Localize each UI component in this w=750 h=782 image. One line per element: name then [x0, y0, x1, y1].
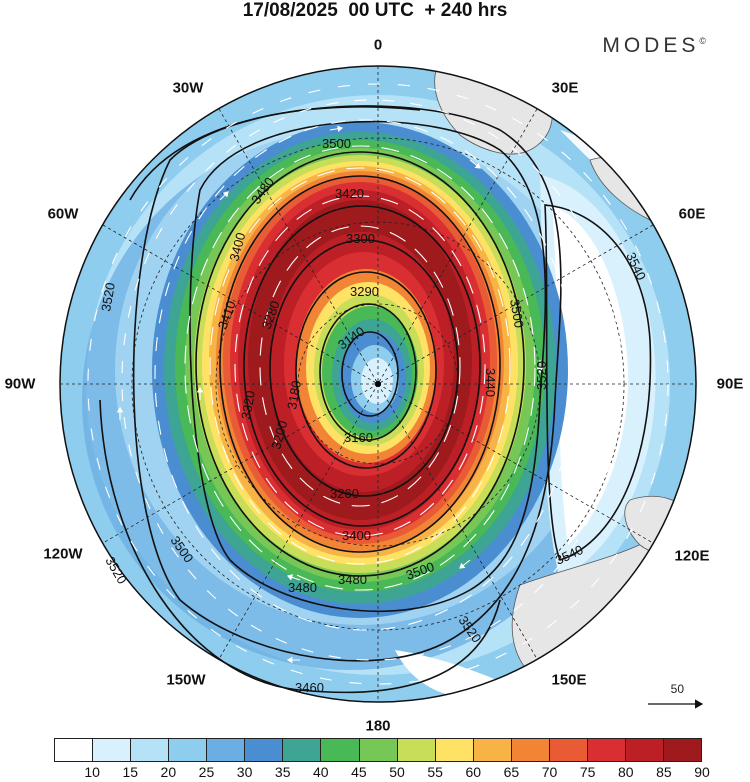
colorbar-tick-label: 40: [313, 764, 329, 780]
colorbar-swatch: [435, 739, 474, 761]
contour-label: 3480: [288, 580, 317, 595]
colorbar-tick-label: 45: [351, 764, 367, 780]
colorbar-swatch: [207, 739, 246, 761]
colorbar-tick-label: 60: [465, 764, 482, 780]
colorbar-tick-label: 70: [541, 764, 558, 780]
lon-label-150e: 150E: [551, 671, 587, 689]
lon-label-120w: 120W: [43, 545, 83, 563]
wind-streamlines: [87, 83, 669, 685]
lon-label-30w: 30W: [172, 79, 204, 97]
colorbar-swatch: [587, 739, 626, 761]
colorbar: [54, 738, 702, 762]
colorbar-swatch: [473, 739, 512, 761]
colorbar-tick-label: 15: [122, 764, 139, 780]
contour-label: 3480: [338, 572, 367, 587]
wind-speed-shading: [60, 66, 696, 702]
colorbar-swatch: [397, 739, 436, 761]
colorbar-swatch: [511, 739, 550, 761]
lon-label-60w: 60W: [47, 205, 79, 223]
contour-label: 3500: [322, 136, 351, 151]
colorbar-swatch: [93, 739, 132, 761]
contour-label: 3290: [350, 284, 379, 299]
colorbar-tick-label: 50: [389, 764, 405, 780]
colorbar-tick-label: 10: [84, 764, 100, 780]
colorbar-tick-label: 80: [617, 764, 634, 780]
colorbar-swatch: [321, 739, 360, 761]
contour-label: 3500: [507, 298, 527, 329]
lon-label-90w: 90W: [4, 375, 36, 393]
contour-label: 3400: [342, 528, 371, 543]
colorbar-tick-label: 55: [427, 764, 443, 780]
colorbar-swatch: [625, 739, 664, 761]
colorbar-tick-label: 30: [236, 764, 253, 780]
contour-label: 3200: [268, 419, 290, 451]
contour-label: 3300: [346, 231, 375, 246]
contour-label: 3320: [238, 389, 258, 420]
reference-vector-label: 50: [670, 682, 684, 696]
brand-logo: MODES©: [602, 34, 706, 57]
colorbar-tick-label: 75: [579, 764, 596, 780]
contour-label: 3180: [284, 379, 304, 410]
contour-label: 3260: [330, 486, 359, 501]
map-border: [59, 65, 697, 703]
colorbar-swatch: [169, 739, 208, 761]
colorbar-tick-label: 85: [656, 764, 672, 780]
lon-label-0: 0: [373, 36, 383, 54]
colorbar-swatch: [359, 739, 398, 761]
lon-label-60e: 60E: [678, 205, 706, 223]
chart-title: 17/08/2025 00 UTC + 240 hrs: [242, 0, 508, 21]
colorbar-tick-label: 35: [274, 764, 291, 780]
contour-label: 3400: [226, 231, 248, 263]
south-pole-marker: [375, 381, 381, 387]
colorbar-swatch: [549, 739, 588, 761]
graticule: [60, 66, 696, 702]
colorbar-tick-label: 25: [198, 764, 215, 780]
contour-label: 3420: [335, 186, 364, 201]
contour-label: 3440: [483, 368, 498, 397]
contour-label: 3520: [98, 281, 118, 312]
colorbar-swatch: [664, 739, 702, 761]
colorbar-tick-label: 20: [160, 764, 177, 780]
lon-label-30e: 30E: [551, 79, 579, 97]
contour-label: 3160: [344, 430, 373, 445]
lon-label-120e: 120E: [674, 547, 710, 565]
colorbar-swatch: [245, 739, 284, 761]
lon-label-180: 180: [365, 717, 391, 735]
colorbar-swatch: [131, 739, 170, 761]
colorbar-tick-label: 65: [503, 764, 520, 780]
contour-label: 3460: [295, 680, 324, 695]
contour-label: 3520: [534, 361, 549, 390]
colorbar-tick-label: 90: [694, 764, 710, 780]
colorbar-swatch: [283, 739, 322, 761]
colorbar-swatch: [55, 739, 94, 761]
lon-label-150w: 150W: [166, 671, 206, 689]
lon-label-90e: 90E: [716, 375, 744, 393]
